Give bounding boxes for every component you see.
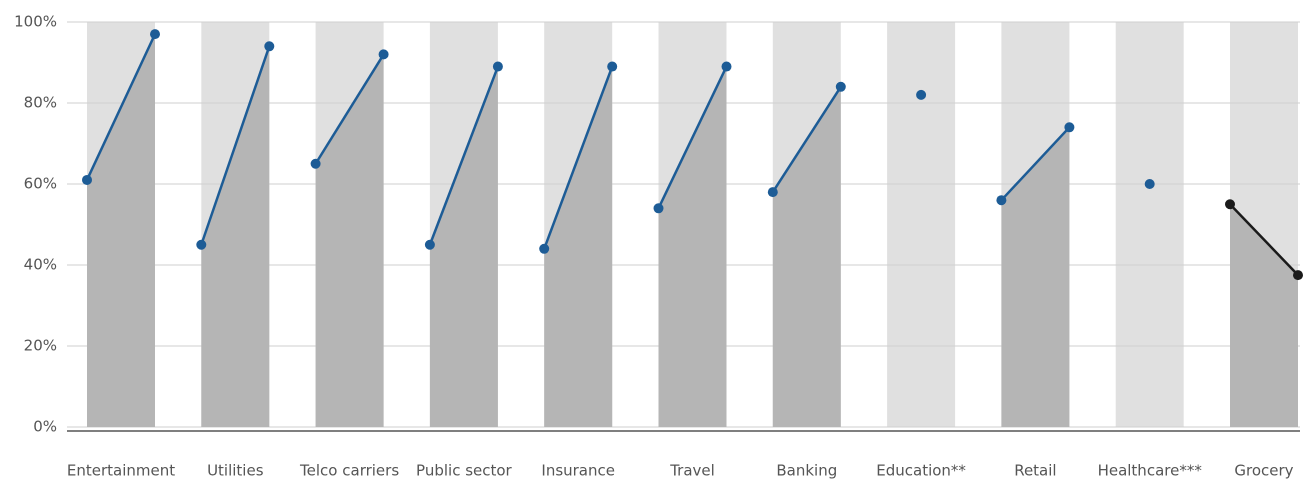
x-tick-label: Travel [669,462,715,480]
end-point [721,61,732,72]
end-point [607,61,618,72]
slope-line [543,66,614,250]
start-point [767,187,778,198]
area [429,66,498,428]
start-point [82,174,92,185]
slope-line [771,86,842,193]
x-tick-label: Public sector [416,462,513,480]
point [916,89,927,100]
area [772,86,841,428]
x-tick-label: Retail [1014,462,1056,480]
y-tick-label: 60% [24,175,57,193]
slope-line [1229,203,1299,276]
x-tick-label: Healthcare*** [1098,462,1203,480]
area [544,66,613,428]
start-point [653,203,664,214]
y-tick-label: 40% [24,256,57,274]
column-band [887,22,956,427]
slope-line [314,53,385,165]
start-point [196,239,207,250]
x-tick-label: Insurance [541,462,615,480]
x-tick-label: Utilities [207,462,264,480]
y-tick-label: 100% [14,13,57,31]
area [1230,204,1298,427]
end-point [1293,270,1303,281]
slope-line [657,66,728,209]
end-point [835,81,846,92]
x-tick-label: Education** [876,462,966,480]
area [315,54,384,428]
y-tick-label: 80% [24,94,57,112]
slope-line [200,45,271,246]
y-tick-label: 20% [24,337,57,355]
point [1144,179,1155,189]
end-point [1064,122,1075,133]
start-point [310,158,321,169]
area [1001,127,1070,428]
area [87,34,155,428]
x-tick-label: Grocery [1234,462,1293,480]
x-tick-label: Banking [776,462,837,480]
end-point [378,49,389,60]
slope-line [1000,126,1071,202]
start-point [424,239,435,250]
area [201,46,270,428]
x-tick-label: Entertainment [67,462,175,480]
x-tick-label: Telco carriers [299,462,399,480]
y-tick-label: 0% [33,418,57,436]
start-point [996,195,1007,206]
start-point [539,243,550,254]
area [658,66,727,428]
slope-line [428,66,500,246]
start-point [1225,199,1235,210]
slope-line [85,33,157,181]
column-band [1115,22,1184,427]
end-point [150,29,160,40]
end-point [492,61,503,72]
end-point [264,41,275,52]
